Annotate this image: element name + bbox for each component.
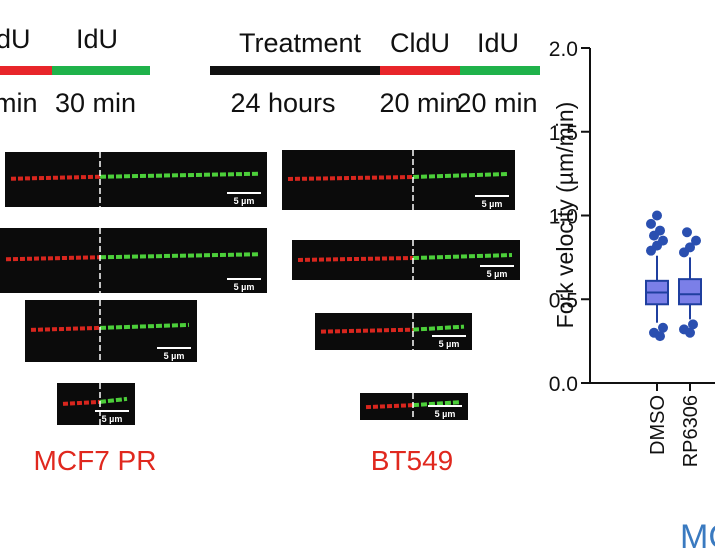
- y-tick-label: 1.5: [549, 122, 578, 145]
- outlier: [691, 235, 701, 246]
- fiber-image: [0, 228, 267, 293]
- scheme-label: dU: [0, 24, 31, 54]
- outlier: [658, 322, 668, 333]
- scale-label: 5 µm: [487, 269, 508, 279]
- fiber-green: [99, 252, 260, 260]
- x-tick-label: RP6306: [680, 395, 702, 467]
- scheme-bar: [0, 66, 52, 75]
- fiber-images: 5 µm 5 µm 5 µm 5 µm 5 µm 5 µm 5 µm 5 µm: [0, 150, 520, 425]
- box-chart: 0.0 0.5 1.0 1.5 2.0 Fork velocity (µm/min) DMS…: [549, 38, 715, 467]
- fiber-red: [365, 403, 414, 410]
- scheme-time: 24 hours: [230, 88, 335, 118]
- scheme-label: IdU: [76, 24, 118, 54]
- footer-label: MC: [680, 518, 715, 550]
- scale-label: 5 µm: [234, 196, 255, 206]
- fiber-green: [412, 324, 465, 332]
- y-tick-label: 0.0: [549, 373, 578, 396]
- fiber-red: [320, 327, 414, 334]
- scheme-bar: [380, 66, 460, 75]
- scheme-bar: [460, 66, 540, 75]
- y-tick-label: 0.5: [549, 289, 578, 312]
- cell-line-label: MCF7 PR: [34, 445, 157, 476]
- scheme-bar: [52, 66, 150, 75]
- y-tick-label: 1.0: [549, 206, 578, 229]
- scale-label: 5 µm: [164, 351, 185, 361]
- outlier: [658, 235, 668, 246]
- fiber-green: [412, 253, 513, 260]
- outlier: [655, 225, 665, 236]
- scale-label: 5 µm: [102, 414, 123, 424]
- box: [678, 278, 702, 306]
- fiber-red: [5, 255, 101, 262]
- fiber-green: [99, 171, 260, 179]
- fiber-red: [62, 399, 101, 406]
- scheme-bar: [210, 66, 380, 75]
- scheme-label: CldU: [390, 28, 450, 58]
- y-tick-label: 2.0: [549, 38, 578, 61]
- scale-label: 5 µm: [234, 282, 255, 292]
- fiber-red: [297, 256, 414, 262]
- outlier: [685, 242, 695, 253]
- fiber-red: [10, 174, 101, 181]
- scale-label: 5 µm: [435, 409, 456, 419]
- fiber-red: [30, 325, 101, 332]
- fiber-image: [5, 152, 267, 207]
- scheme-time: min: [0, 88, 38, 118]
- scheme-label: Treatment: [239, 28, 362, 58]
- scheme-time: 20 min: [379, 88, 460, 118]
- outlier: [682, 227, 692, 238]
- fiber-green: [99, 396, 128, 404]
- fiber-green: [99, 322, 190, 330]
- scale-label: 5 µm: [439, 339, 460, 349]
- x-tick-label: DMSO: [647, 395, 669, 455]
- y-axis-label: Fork velocity (µm/min): [552, 102, 578, 329]
- scale-label: 5 µm: [482, 199, 503, 209]
- outlier: [688, 319, 698, 330]
- scheme-label: IdU: [477, 28, 519, 58]
- scheme-time: 30 min: [55, 88, 136, 118]
- outlier: [652, 210, 662, 221]
- outlier: [646, 218, 656, 229]
- cell-line-label: BT549: [371, 445, 454, 476]
- outlier: [685, 327, 695, 338]
- scheme-time: 20 min: [456, 88, 537, 118]
- outlier: [655, 331, 665, 342]
